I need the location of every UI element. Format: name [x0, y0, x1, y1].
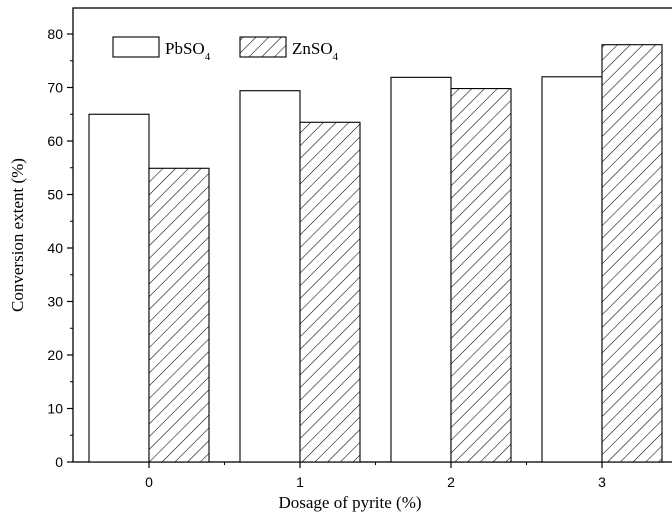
bar-znso4-1 — [299, 121, 361, 463]
bars — [88, 44, 663, 463]
bar-znso4-3 — [601, 44, 663, 463]
bar-znso4-2 — [450, 88, 512, 463]
y-tick-label: 70 — [47, 80, 63, 96]
y-tick-label: 60 — [47, 133, 63, 149]
x-tick-label: 3 — [598, 474, 606, 490]
y-tick-label: 20 — [47, 347, 63, 363]
legend-swatch-znso4 — [239, 36, 287, 58]
legend-label-znso4-base: ZnSO — [292, 39, 333, 58]
bar-pbso4-0 — [88, 113, 150, 463]
y-tick-label: 0 — [55, 454, 63, 470]
bar-znso4-0 — [148, 167, 210, 463]
y-tick-label: 10 — [47, 401, 63, 417]
y-tick-label: 30 — [47, 294, 63, 310]
bar-pbso4-3 — [541, 76, 603, 463]
legend-label-pbso4-sub: 4 — [205, 51, 211, 63]
legend: PbSO4 ZnSO4 — [112, 36, 339, 63]
legend-label-znso4: ZnSO4 — [292, 39, 339, 63]
y-axis: 0 10 20 30 40 50 60 70 80 — [47, 26, 73, 470]
y-axis-title: Conversion extent (%) — [8, 158, 27, 312]
y-tick-label: 40 — [47, 240, 63, 256]
x-tick-label: 2 — [447, 474, 455, 490]
bar-pbso4-2 — [390, 76, 452, 463]
x-axis: 0 1 2 3 — [145, 462, 606, 490]
legend-swatch-pbso4 — [112, 36, 160, 58]
legend-label-znso4-sub: 4 — [333, 51, 339, 63]
legend-label-pbso4: PbSO4 — [165, 39, 211, 63]
x-tick-label: 0 — [145, 474, 153, 490]
y-tick-label: 50 — [47, 187, 63, 203]
x-axis-title: Dosage of pyrite (%) — [278, 493, 421, 512]
y-tick-label: 80 — [47, 26, 63, 42]
x-tick-label: 1 — [296, 474, 304, 490]
legend-label-pbso4-base: PbSO — [165, 39, 205, 58]
plot-frame — [72, 7, 672, 463]
bar-pbso4-1 — [239, 90, 301, 463]
